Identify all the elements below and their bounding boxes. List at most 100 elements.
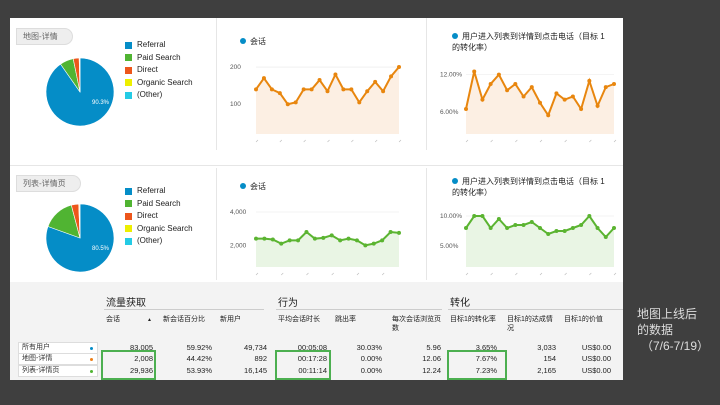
legend-item: (Other) <box>125 89 193 102</box>
legend-swatch <box>125 212 132 220</box>
traffic-pie-chart: 90.3% <box>45 57 115 127</box>
legend-swatch <box>125 200 132 208</box>
legend-swatch <box>125 66 132 74</box>
data-point <box>595 226 600 230</box>
legend-swatch <box>125 41 132 49</box>
legend-item: (Other) <box>125 235 193 248</box>
segment-tag[interactable]: 地图-详情 <box>16 28 73 45</box>
data-point <box>612 226 616 230</box>
data-point <box>397 230 401 235</box>
legend-label: Direct <box>137 65 158 74</box>
table-cell: 53.93% <box>186 366 212 375</box>
data-point <box>579 223 584 227</box>
row-segment-label[interactable]: 列表-详情页 <box>18 365 98 377</box>
highlight-conversion-rate <box>447 350 507 380</box>
data-point <box>301 87 306 92</box>
legend-item: Organic Search <box>125 77 193 90</box>
data-point <box>333 72 338 77</box>
side-note: 地图上线后 的数据 （7/6-7/19） <box>637 307 710 353</box>
segment-tag[interactable]: 列表-详情页 <box>16 175 81 192</box>
data-point <box>304 230 309 234</box>
table-cell: 3,033 <box>537 343 556 352</box>
table-cell: 49,734 <box>244 343 267 352</box>
table-cell: 7.67% <box>475 354 497 363</box>
data-point <box>513 82 518 86</box>
data-point <box>546 113 551 118</box>
pie-legend: Referral Paid Search Direct Organic Search (… <box>125 39 193 102</box>
table-cell: 59.92% <box>186 343 212 352</box>
data-point <box>603 235 608 239</box>
data-point <box>309 87 314 92</box>
legend-label: Referral <box>137 186 166 195</box>
series-area <box>256 67 399 134</box>
data-point <box>480 214 485 218</box>
table-cell: 0.00% <box>360 366 382 375</box>
data-point <box>562 97 567 102</box>
table-cell: 154 <box>543 354 556 363</box>
row-segment-label[interactable]: 地图-详情 <box>18 353 98 365</box>
data-point <box>464 107 468 111</box>
column-header[interactable]: 会话 <box>106 316 120 323</box>
y-tick-label: 100 <box>230 101 241 108</box>
column-header[interactable]: 新用户 <box>220 316 241 323</box>
legend-label: (Other) <box>137 90 163 99</box>
group-behavior: 行为 <box>278 298 298 309</box>
data-point <box>397 65 401 70</box>
legend-label: Organic Search <box>137 223 193 233</box>
legend-swatch <box>125 79 132 87</box>
table-cell: 44.42% <box>186 354 212 363</box>
data-point <box>338 238 343 243</box>
data-point <box>354 238 359 243</box>
sort-icon[interactable]: ▲ <box>147 317 152 323</box>
data-point <box>349 87 354 92</box>
pie-label: 90.3% <box>92 100 110 106</box>
data-point <box>269 87 274 92</box>
data-point <box>587 214 592 218</box>
column-header[interactable]: 目标1的转化率 <box>450 316 496 323</box>
legend-item: Referral <box>125 39 193 52</box>
data-point <box>529 220 534 224</box>
column-header[interactable]: 每次会话浏览页数 <box>392 316 441 332</box>
column-header[interactable]: 跳出率 <box>335 316 356 323</box>
analytics-dashboard: 地图-详情 90.3% Referral Paid Search Direct Org… <box>10 18 623 380</box>
table-cell: 7.23% <box>475 366 497 375</box>
table-cell: 30.03% <box>356 343 382 352</box>
data-point <box>373 79 378 84</box>
legend-label: Paid Search <box>137 198 181 208</box>
conversion-line-chart: 10.00% 5.00% <box>440 213 617 276</box>
data-point <box>381 89 386 94</box>
highlight-sessions <box>101 350 156 380</box>
table-cell: 83,005 <box>130 343 153 352</box>
chart-title: 会话 <box>240 37 266 48</box>
metrics-table: 流量获取 行为 转化 会话 新会话百分比 新用户 平均会话时长 跳出率 每次会话浏览页数 目… <box>10 282 623 380</box>
data-point <box>521 223 526 227</box>
data-point <box>464 226 468 230</box>
table-cell: 3.65% <box>475 343 497 352</box>
column-header[interactable]: 目标1的价值 <box>564 316 603 323</box>
data-point <box>293 100 298 105</box>
data-point <box>595 103 600 108</box>
legend-label: Direct <box>137 211 158 220</box>
column-header[interactable]: 平均会话时长 <box>278 316 320 323</box>
legend-swatch <box>125 187 132 195</box>
column-header[interactable]: 新会话百分比 <box>163 316 205 323</box>
group-acquisition: 流量获取 <box>106 298 146 309</box>
data-point <box>488 82 493 86</box>
data-point <box>254 236 258 241</box>
data-point <box>371 241 376 246</box>
data-point <box>587 78 592 83</box>
data-point <box>261 76 266 81</box>
data-point <box>279 241 284 246</box>
table-cell: 16,145 <box>244 366 267 375</box>
data-point <box>538 226 542 230</box>
data-point <box>317 78 322 83</box>
table-cell: 00:11:14 <box>298 366 327 375</box>
data-point <box>341 87 346 92</box>
table-cell: 5.96 <box>426 343 441 352</box>
conversion-line-chart: 12.00% 6.00% <box>440 69 617 143</box>
legend-item: Organic Search <box>125 223 193 236</box>
column-header[interactable]: 目标1的达成情况 <box>507 316 553 332</box>
chart-title: 会话 <box>240 182 266 193</box>
data-point <box>321 235 326 240</box>
legend-label: Paid Search <box>137 52 181 62</box>
